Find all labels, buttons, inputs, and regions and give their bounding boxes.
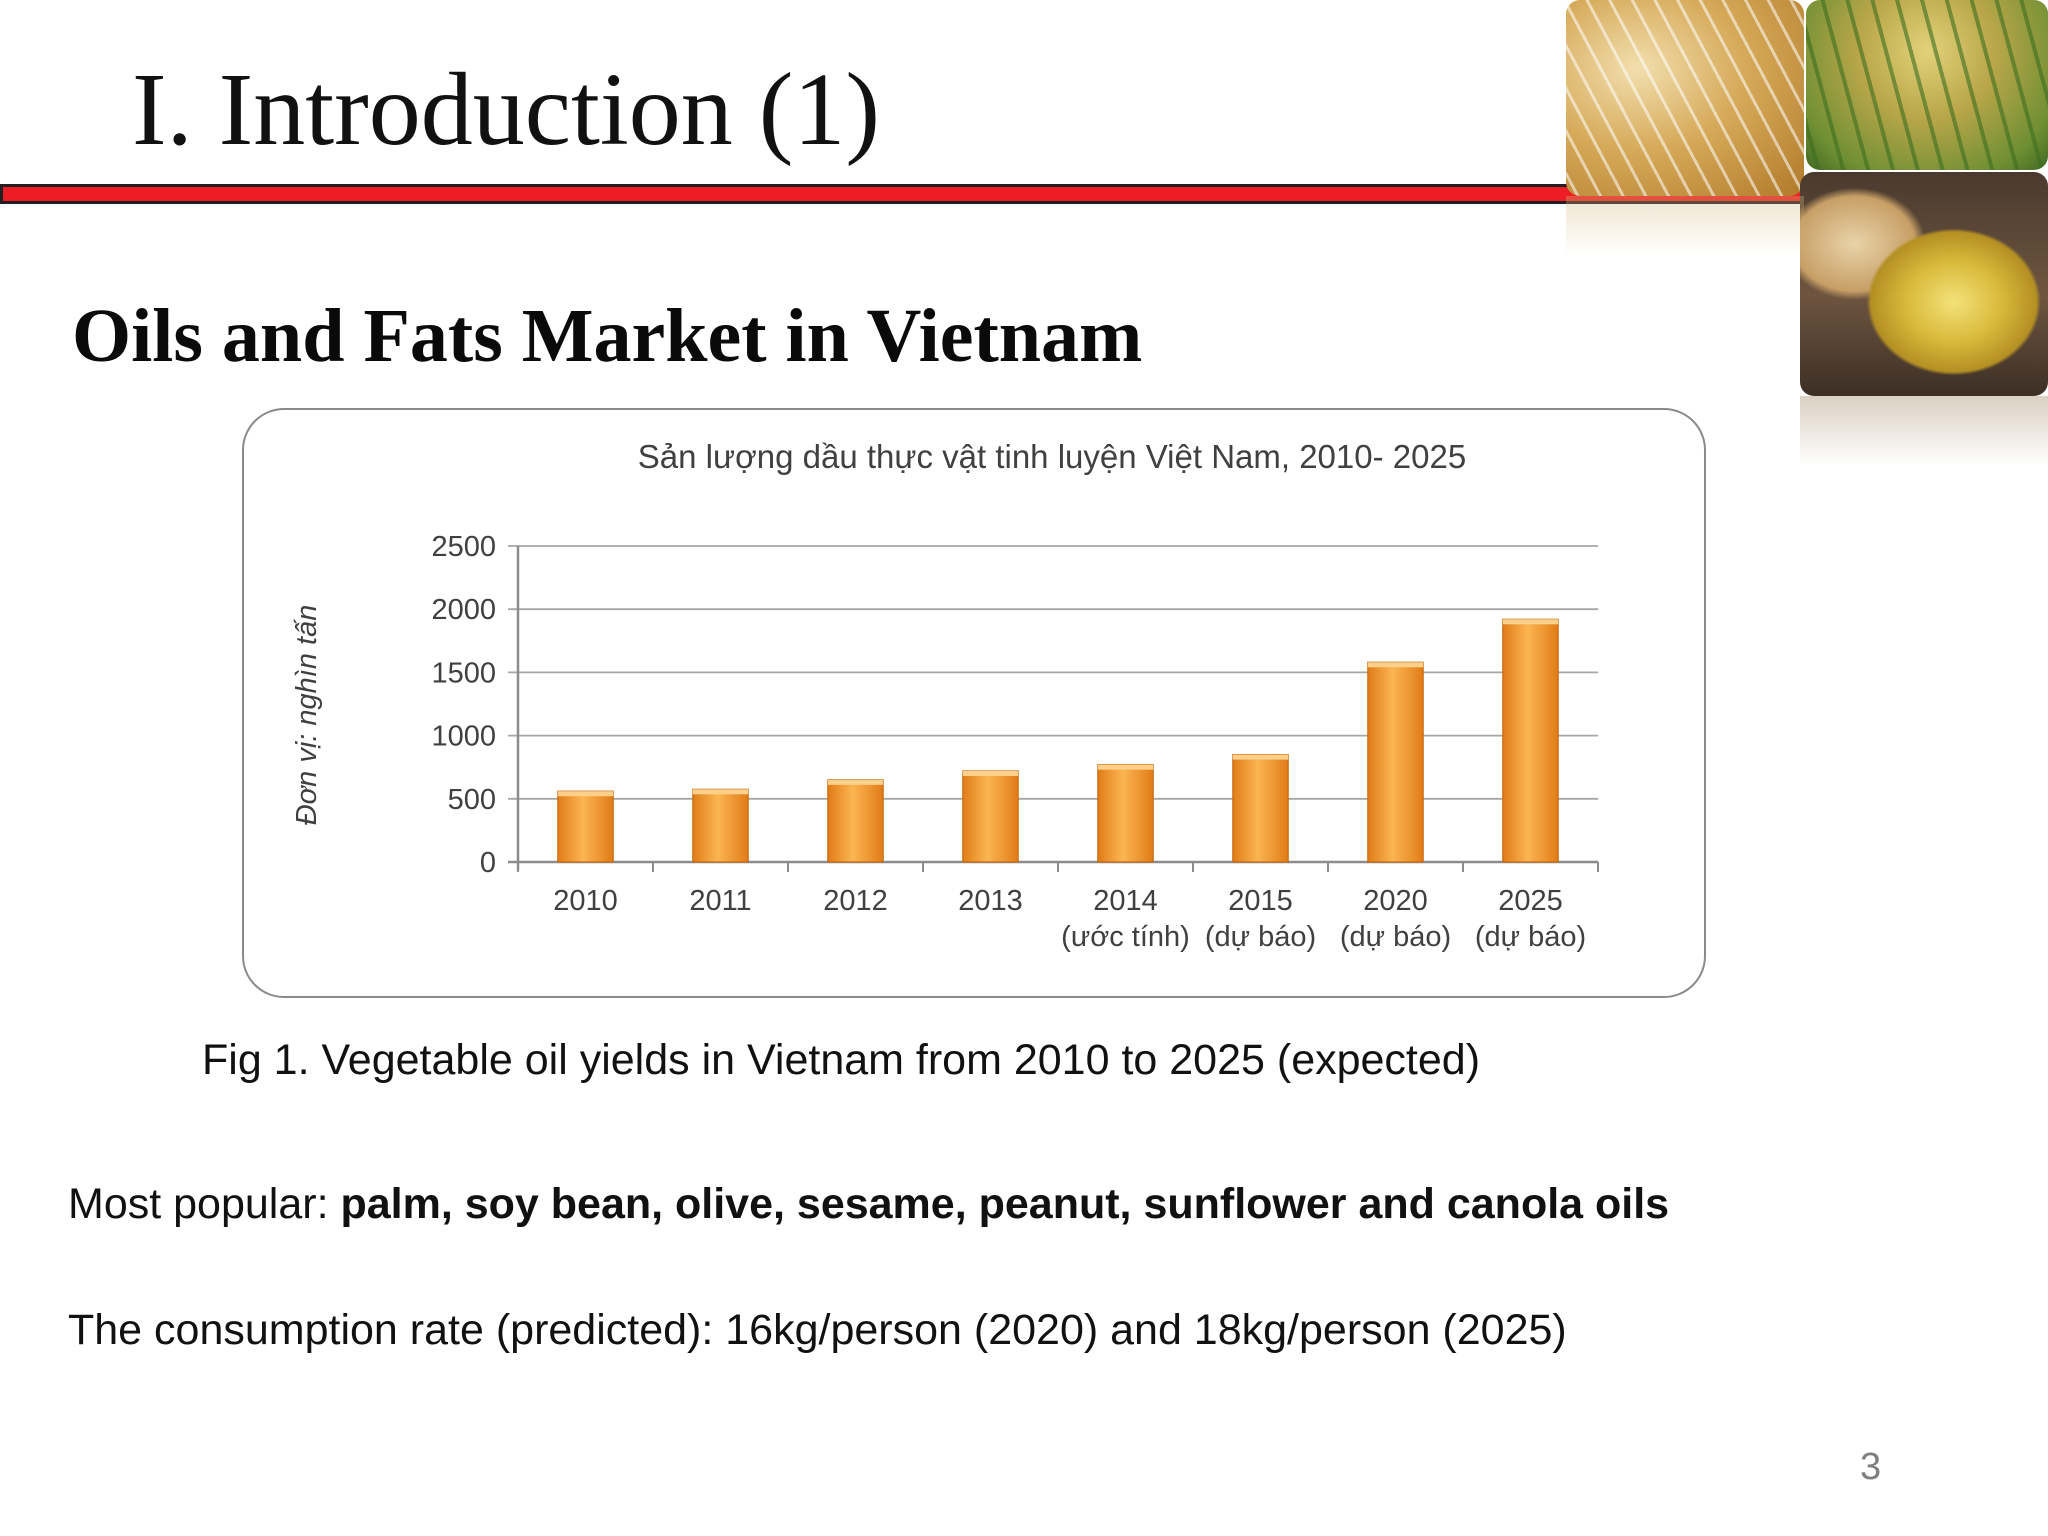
slide-title: I. Introduction (1) <box>132 52 881 167</box>
rice-field-photo <box>1806 0 2048 170</box>
rice-grains-photo <box>1566 0 1804 196</box>
bar-2012 <box>827 779 884 863</box>
bar-2010 <box>557 790 614 863</box>
x-tick-sublabel: (dự báo) <box>1205 921 1316 953</box>
popular-oils-label: Most popular: <box>68 1180 341 1228</box>
bar-2013 <box>962 770 1019 863</box>
y-tick-label: 1000 <box>431 721 496 753</box>
x-tick-label: 2014 <box>1093 885 1158 917</box>
y-tick-label: 0 <box>480 847 496 879</box>
oil-bottle-photo <box>1800 172 2048 396</box>
bar-2020 <box>1367 661 1424 863</box>
popular-oils-list: palm, soy bean, olive, sesame, peanut, s… <box>340 1180 1670 1228</box>
chart-title: Sản lượng dầu thực vật tinh luyện Việt N… <box>638 438 1466 475</box>
popular-oils-line: Most popular: palm, soy bean, olive, ses… <box>68 1180 1669 1229</box>
photo-reflection <box>1566 196 1804 256</box>
y-axis-title: Đơn vị: nghìn tấn <box>291 605 323 826</box>
x-tick-label: 2013 <box>958 885 1023 917</box>
x-tick-label: 2011 <box>689 885 751 917</box>
bar-top-highlight <box>1232 754 1289 760</box>
bar-top-highlight <box>692 789 749 795</box>
bar-2011 <box>692 788 749 863</box>
bar-top-highlight <box>827 779 884 785</box>
bar-top-highlight <box>1367 662 1424 668</box>
bar-top-highlight <box>962 770 1019 776</box>
section-heading: Oils and Fats Market in Vietnam <box>72 294 1143 378</box>
x-tick-label: 2020 <box>1363 885 1428 917</box>
y-tick-label: 2500 <box>431 531 496 563</box>
figure-caption: Fig 1. Vegetable oil yields in Vietnam f… <box>202 1036 1481 1084</box>
y-tick-label: 1500 <box>431 657 496 689</box>
x-tick-sublabel: (dự báo) <box>1475 921 1586 953</box>
bar-top-highlight <box>1097 764 1154 770</box>
bar-2014 <box>1097 764 1154 863</box>
y-tick-label: 2000 <box>431 594 496 626</box>
x-tick-label: 2010 <box>553 885 618 917</box>
bar-2015 <box>1232 753 1289 863</box>
bar-top-highlight <box>557 791 614 797</box>
x-tick-sublabel: (ước tính) <box>1061 921 1190 953</box>
x-tick-label: 2012 <box>823 885 888 917</box>
page-number: 3 <box>1860 1446 1882 1488</box>
bar-2025 <box>1502 618 1559 863</box>
bar-chart: Sản lượng dầu thực vật tinh luyện Việt N… <box>291 438 1599 953</box>
consumption-rate-line: The consumption rate (predicted): 16kg/p… <box>68 1306 1567 1354</box>
x-tick-sublabel: (dự báo) <box>1340 921 1451 953</box>
title-rule <box>0 184 1812 204</box>
bar-top-highlight <box>1502 619 1559 625</box>
chart-frame: Sản lượng dầu thực vật tinh luyện Việt N… <box>242 408 1706 998</box>
y-tick-label: 500 <box>448 784 496 816</box>
x-tick-label: 2025 <box>1498 885 1563 917</box>
photo-reflection <box>1800 396 2048 466</box>
x-tick-label: 2015 <box>1228 885 1293 917</box>
